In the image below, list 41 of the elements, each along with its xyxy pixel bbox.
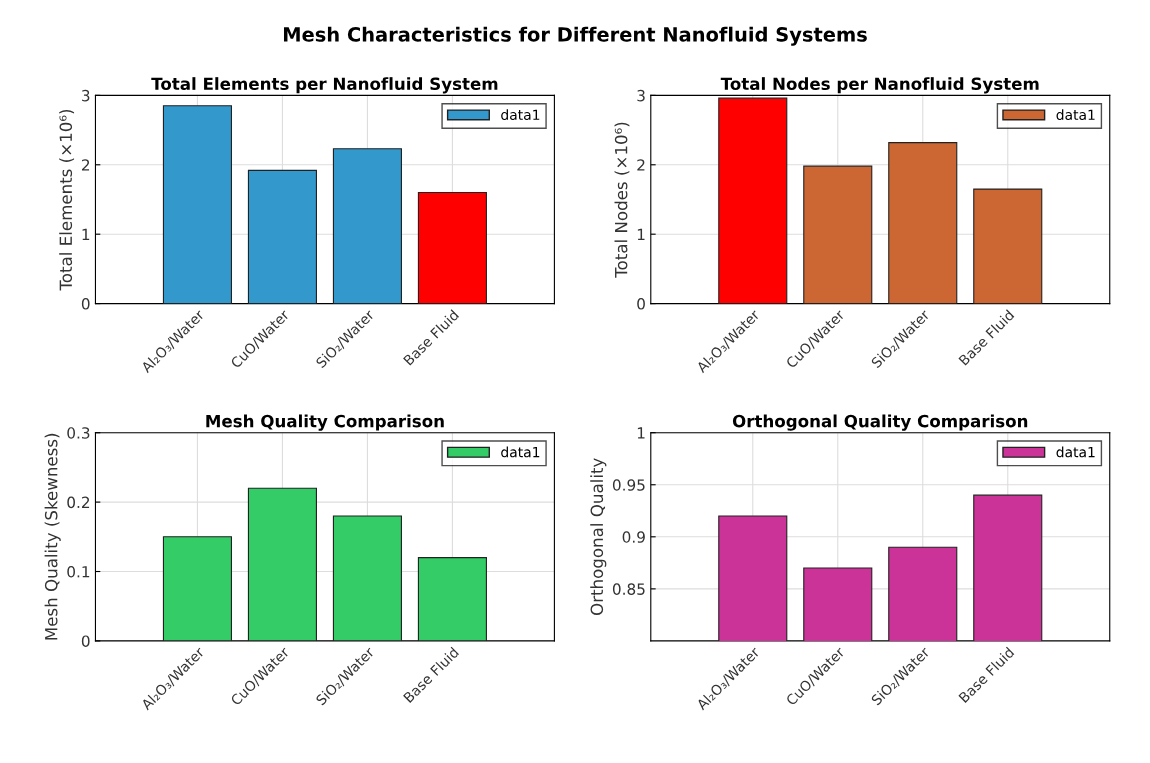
y-tick-label: 1 <box>82 228 90 240</box>
y-tick-label: 2 <box>81 159 90 171</box>
bar <box>162 105 232 304</box>
chart-title: Orthogonal Quality Comparison <box>732 414 1028 431</box>
bar <box>417 557 487 641</box>
y-tick-label: 3 <box>82 89 90 102</box>
y-axis-title: Mesh Quality (Skewness) <box>44 433 61 640</box>
bar <box>247 169 317 304</box>
y-tick-label: 0.9 <box>622 531 645 543</box>
legend-label: data1 <box>1056 109 1095 121</box>
y-tick-label: 0 <box>81 635 90 647</box>
bar <box>332 515 402 641</box>
y-tick-label: 0.95 <box>612 479 645 491</box>
legend-label: data1 <box>501 109 540 121</box>
y-tick-label: 0 <box>637 298 645 310</box>
bar <box>803 165 873 304</box>
y-tick-label: 0 <box>81 298 90 310</box>
bar <box>162 536 232 641</box>
bar <box>888 142 958 304</box>
chart-title: Mesh Quality Comparison <box>206 414 444 431</box>
y-tick-label: 2 <box>637 159 645 171</box>
bar <box>247 487 317 641</box>
bar <box>973 188 1043 304</box>
y-tick-label: 0.2 <box>67 496 90 509</box>
y-tick-label: 0.85 <box>612 583 645 595</box>
y-tick-label: 1 <box>637 228 645 240</box>
y-tick-label: 0.3 <box>67 427 90 439</box>
y-axis-title: Total Elements (×10⁶) <box>59 109 75 291</box>
legend-label: data1 <box>1056 446 1095 458</box>
y-tick-label: 1 <box>637 427 645 439</box>
legend-label: data1 <box>501 446 540 458</box>
y-tick-label: 3 <box>637 89 645 102</box>
text: Mesh Characteristics for Different Nanofluid Systems <box>283 26 867 46</box>
y-tick-label: 0.1 <box>67 565 90 578</box>
y-axis-title: Orthogonal Quality <box>590 458 607 616</box>
bar <box>332 148 402 304</box>
chart-title: Total Elements per Nanofluid System <box>151 77 498 94</box>
chart-title: Total Nodes per Nanofluid System <box>720 77 1039 94</box>
bar <box>417 191 487 304</box>
bar <box>718 97 788 304</box>
y-axis-title: Total Nodes (×10⁶) <box>614 122 630 278</box>
